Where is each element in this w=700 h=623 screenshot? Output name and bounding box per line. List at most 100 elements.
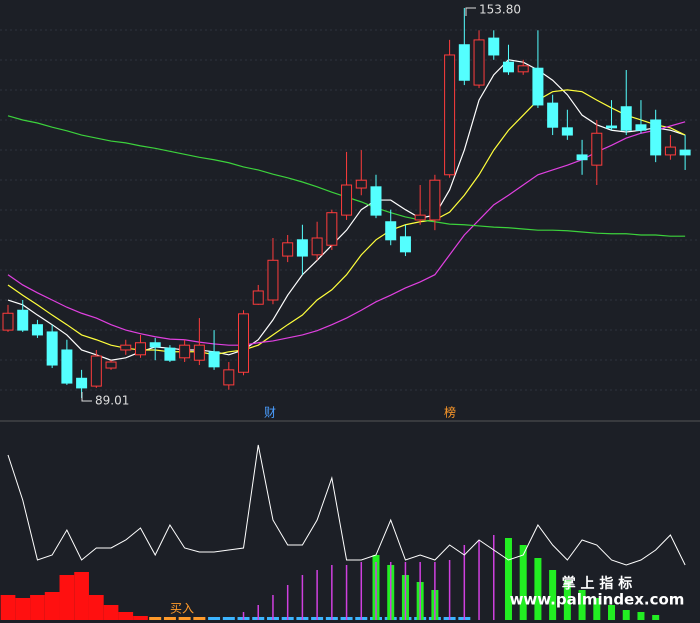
candle-body (606, 125, 618, 129)
candle-body (414, 214, 426, 221)
bar (0, 595, 16, 620)
candle-body (355, 179, 367, 189)
candle-body (561, 127, 573, 136)
bar (608, 605, 616, 620)
candle-body (193, 344, 205, 361)
bar (272, 595, 274, 620)
low-label: 89.01 (95, 394, 129, 408)
bar (637, 612, 645, 620)
signal-label: 买入 (170, 602, 194, 616)
bar (534, 558, 542, 620)
candle-body (296, 239, 308, 257)
candle-body (208, 351, 220, 368)
candle-body (488, 37, 500, 56)
bar (208, 617, 221, 620)
candle-body (576, 154, 588, 161)
high-marker (465, 7, 476, 16)
candle-body (252, 290, 264, 305)
bar (301, 575, 304, 620)
bar (15, 598, 31, 620)
watermark: www.palmindex.com (510, 591, 685, 609)
candle-body (164, 347, 176, 361)
line (7, 59, 686, 361)
bar (519, 545, 527, 620)
bar (434, 562, 436, 620)
candle-body (76, 377, 88, 389)
candle-body (149, 342, 161, 348)
bar (345, 565, 348, 620)
high-label: 153.80 (479, 3, 521, 17)
candle-body (473, 39, 485, 86)
indicator-panel (0, 444, 686, 620)
bar (103, 605, 119, 620)
line (7, 444, 686, 566)
bar (74, 572, 89, 620)
event-label: 财 (264, 406, 276, 420)
candle-body (31, 324, 43, 336)
event-label: 榜 (444, 405, 456, 420)
bar (652, 615, 660, 620)
bar (478, 540, 480, 620)
candle-body (61, 349, 73, 384)
bar (163, 617, 176, 620)
candle-body (282, 242, 294, 257)
candle-body (341, 184, 353, 216)
candle-body (105, 361, 117, 369)
candle-body (547, 102, 559, 128)
bar (44, 592, 60, 620)
price-panel (2, 8, 691, 399)
candle-body (399, 236, 411, 253)
candle-body (238, 313, 250, 373)
candle-body (444, 54, 456, 176)
bar (286, 585, 289, 620)
low-marker (81, 392, 92, 402)
bar (193, 617, 206, 620)
candle-body (46, 331, 58, 366)
bar (389, 562, 392, 620)
bar (133, 616, 148, 620)
bar (549, 570, 557, 620)
candle-body (2, 312, 14, 331)
candle-body (532, 67, 544, 106)
bar (222, 617, 235, 620)
candle-body (223, 369, 235, 386)
candle-body (458, 44, 470, 81)
candle-body (120, 344, 132, 351)
candle-body (429, 179, 441, 221)
bar (448, 560, 451, 620)
bar (59, 575, 75, 620)
candle-body (385, 221, 397, 241)
candle-body (267, 259, 279, 301)
bar (30, 595, 45, 620)
candle-body (17, 309, 29, 331)
candle-body (90, 355, 102, 387)
bar (504, 538, 512, 620)
line (7, 121, 686, 346)
bar (419, 562, 421, 620)
watermark: 掌 上 指 标 (562, 575, 633, 592)
bar (375, 562, 377, 620)
candle-body (635, 124, 647, 131)
candle-body (664, 146, 676, 156)
bar (563, 580, 571, 620)
bar (360, 562, 363, 620)
candle-body (620, 106, 632, 131)
bar (578, 590, 586, 620)
candle-body (326, 212, 338, 246)
candle-body (134, 342, 146, 356)
bar (622, 610, 630, 620)
bar (463, 545, 466, 620)
bar (88, 595, 104, 620)
bar (242, 612, 245, 620)
bar (593, 598, 601, 620)
bar (331, 565, 333, 620)
candle-body (179, 344, 191, 359)
bar (257, 605, 259, 620)
candle-body (311, 237, 323, 256)
bar (118, 612, 134, 620)
candle-body (517, 65, 529, 73)
bar (493, 535, 495, 620)
bar (178, 617, 191, 620)
